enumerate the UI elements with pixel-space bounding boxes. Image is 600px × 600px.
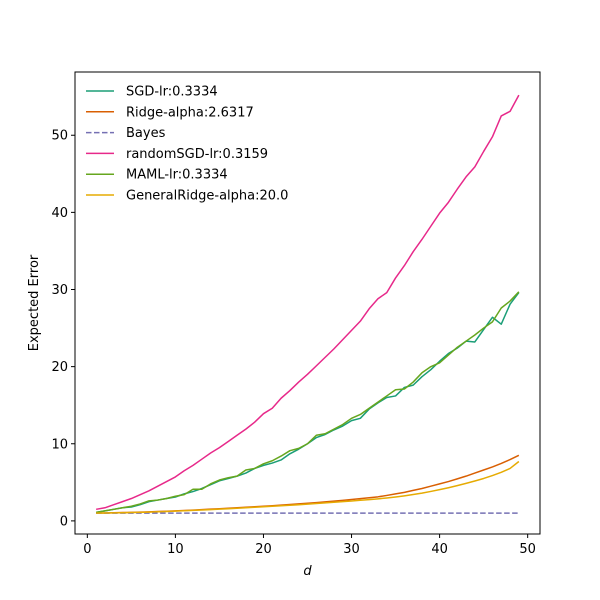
legend-label: Bayes xyxy=(126,126,166,141)
x-tick-label: 0 xyxy=(83,542,91,557)
axes-frame xyxy=(74,71,541,535)
x-axis-ticks: 0 10 20 30 40 50 xyxy=(83,534,536,557)
y-tick-label: 10 xyxy=(51,437,68,452)
legend-label: SGD-lr:0.3334 xyxy=(126,85,218,100)
legend-label: Ridge-alpha:2.6317 xyxy=(126,105,254,120)
y-tick-label: 0 xyxy=(60,514,68,529)
series-line-6 xyxy=(96,460,520,514)
series-line-4 xyxy=(96,94,520,511)
x-tick-label: 50 xyxy=(519,542,536,557)
y-tick-label: 20 xyxy=(51,360,68,375)
y-axis-label: Expected Error xyxy=(27,254,42,351)
series-layer xyxy=(96,94,520,514)
legend-label: MAML-lr:0.3334 xyxy=(126,168,228,183)
x-tick-label: 20 xyxy=(255,542,272,557)
y-axis-ticks: 0 10 20 30 40 50 xyxy=(51,129,75,529)
legend-label: GeneralRidge-alpha:20.0 xyxy=(126,189,288,204)
series-line-5 xyxy=(96,291,520,514)
x-tick-label: 40 xyxy=(431,542,448,557)
x-axis-label: d xyxy=(303,564,312,579)
legend-label: randomSGD-lr:0.3159 xyxy=(126,147,268,162)
x-tick-label: 10 xyxy=(167,542,184,557)
y-tick-label: 30 xyxy=(51,283,68,298)
y-tick-label: 40 xyxy=(51,206,68,221)
y-tick-label: 50 xyxy=(51,129,68,144)
legend: SGD-lr:0.3334 Ridge-alpha:2.6317 Bayes rand… xyxy=(86,85,288,204)
x-tick-label: 30 xyxy=(343,542,360,557)
